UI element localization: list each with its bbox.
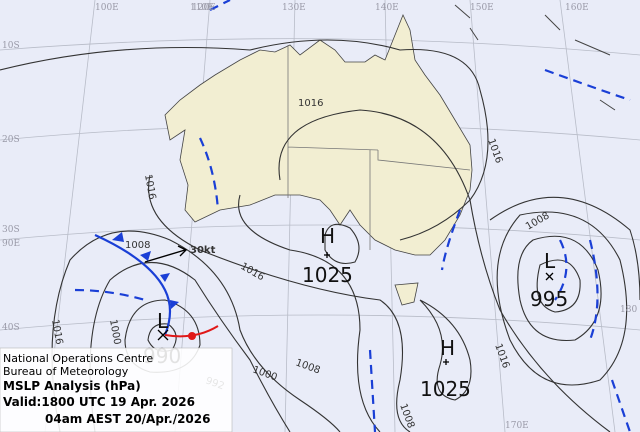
wind-label: 30kt xyxy=(190,245,216,256)
grid-label: 130E xyxy=(282,3,306,13)
isobar-label: 1016 xyxy=(142,174,157,201)
isobar-label: 1000 xyxy=(107,319,122,346)
system-symbol: H xyxy=(320,224,335,248)
grid-label: 140E xyxy=(375,3,399,13)
land xyxy=(164,4,616,306)
isobars xyxy=(0,39,640,432)
info-line: National Operations Centre xyxy=(3,352,153,365)
grid-label: 160E xyxy=(565,3,589,13)
troughs xyxy=(74,0,632,432)
info-line: Bureau of Meteorology xyxy=(3,365,129,378)
fronts xyxy=(94,232,554,365)
system-pressure: 1025 xyxy=(302,263,353,287)
grid-label: 20S xyxy=(2,135,20,145)
grid-label: 180 xyxy=(620,305,637,315)
grid-label: 10S xyxy=(2,41,20,51)
grid-label: 150E xyxy=(470,3,494,13)
system-pressure: 1025 xyxy=(420,377,471,401)
isobar-label: 1016 xyxy=(298,98,323,109)
grid-label: 40S xyxy=(2,323,20,333)
system-symbol: L xyxy=(544,249,556,273)
info-valid: Valid:1800 UTC 19 Apr. 2026 xyxy=(3,395,195,409)
info-local: 04am AEST 20/Apr./2026 xyxy=(45,412,210,426)
system-pressure: 995 xyxy=(530,287,568,311)
grid-label: 110E xyxy=(190,3,214,13)
grid-label: 90E xyxy=(2,239,20,249)
grid-label: 30S xyxy=(2,225,20,235)
system-symbol: H xyxy=(440,336,455,360)
isobar-label: 1016 xyxy=(49,319,64,346)
info-title: MSLP Analysis (hPa) xyxy=(3,379,141,393)
isobar-label: 1008 xyxy=(125,240,150,251)
info-box xyxy=(0,347,233,432)
grid-label: 170E xyxy=(505,421,529,431)
system-symbol: L xyxy=(157,309,169,333)
grid-label: 120E xyxy=(192,3,216,13)
grid-label: 100E xyxy=(95,3,119,13)
